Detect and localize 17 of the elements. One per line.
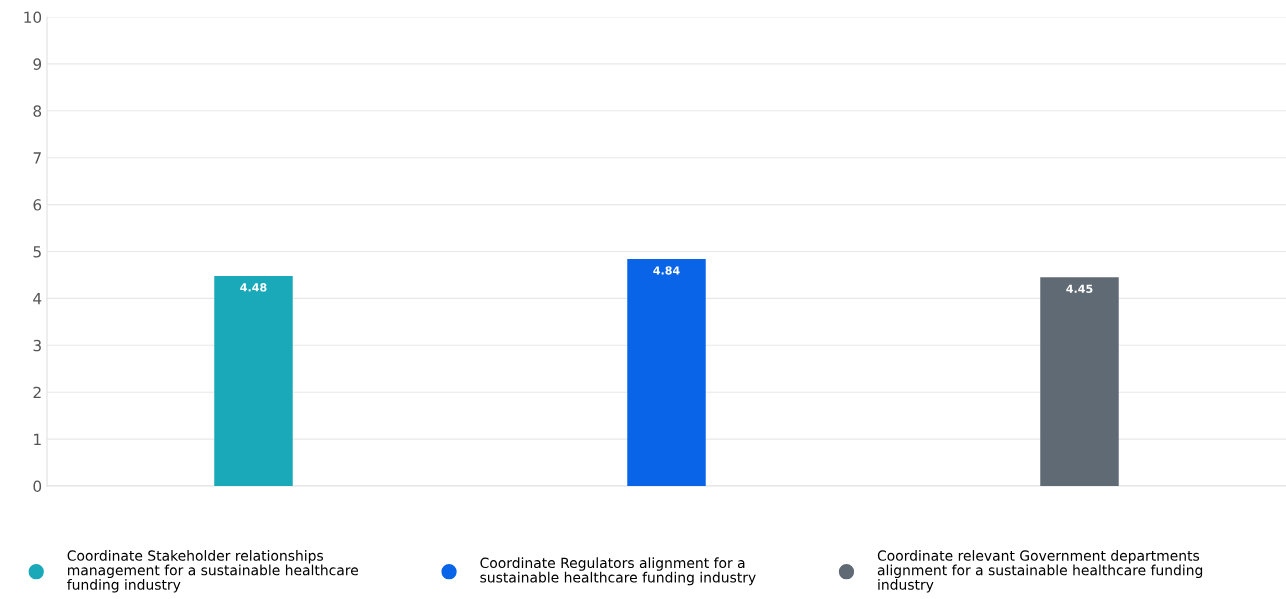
- legend-label: Coordinate relevant Government departments alignment for a sustainable healthcare funding industry: [877, 550, 1203, 593]
- y-tick-label: 9: [33, 58, 42, 70]
- data-label: 4.48: [240, 283, 267, 292]
- y-tick-label: 0: [33, 480, 42, 493]
- y-tick-label: 8: [33, 105, 42, 117]
- y-tick-label: 1: [34, 433, 41, 445]
- y-tick-label: 2: [33, 386, 41, 398]
- y-tick-label: 5: [33, 246, 41, 258]
- legend-label: Coordinate Stakeholder relationships management for a sustainable healthcare funding industry: [67, 550, 359, 593]
- y-tick-label: 6: [33, 199, 42, 211]
- data-label: 4.84: [653, 266, 680, 275]
- legend-label: Coordinate Regulators alignment for a sustainable healthcare funding industry: [480, 557, 756, 586]
- y-tick-label: 10: [24, 11, 42, 24]
- y-tick-label: 3: [33, 339, 41, 352]
- y-tick-label: 4: [33, 293, 42, 305]
- y-tick-label: 7: [33, 152, 41, 164]
- data-label: 4.45: [1066, 284, 1093, 293]
